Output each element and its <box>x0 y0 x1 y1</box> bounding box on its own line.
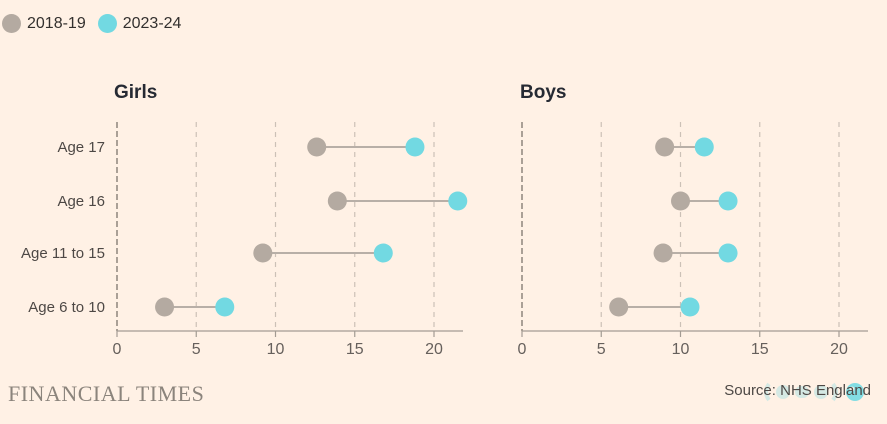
dot-2018-19 <box>653 243 673 263</box>
legend-label-2023-24: 2023-24 <box>122 14 182 32</box>
legend-item-2018-19: 2018-19 <box>2 14 86 33</box>
dot-2018-19 <box>155 297 175 317</box>
x-tick-label: 15 <box>346 341 364 358</box>
category-label: Age 6 to 10 <box>28 299 105 316</box>
legend-dot-2023-24 <box>97 14 117 33</box>
dot-2018-19 <box>307 137 327 157</box>
flourish-watermark <box>764 382 864 402</box>
girls-panel-title: Girls <box>114 82 158 103</box>
dot-2023-24 <box>694 137 714 157</box>
source-caption: Source: NHS England <box>724 382 871 399</box>
x-tick-label: 10 <box>267 341 285 358</box>
dot-2023-24 <box>448 191 468 211</box>
category-label: Age 16 <box>57 193 105 210</box>
financial-times-logo: FINANCIAL TIMES <box>8 381 205 406</box>
dot-2018-19 <box>609 297 629 317</box>
legend-dot-2018-19 <box>2 14 21 33</box>
dot-2023-24 <box>373 243 393 263</box>
legend-item-2023-24: 2023-24 <box>97 14 182 33</box>
dot-2018-19 <box>655 137 675 157</box>
boys-panel-title: Boys <box>520 82 567 103</box>
dot-2023-24 <box>718 191 738 211</box>
x-tick-label: 5 <box>192 341 201 358</box>
x-tick-label: 15 <box>751 341 769 358</box>
legend-label-2018-19: 2018-19 <box>27 14 86 32</box>
dot-2018-19 <box>327 191 347 211</box>
category-label: Age 11 to 15 <box>21 245 105 262</box>
dot-2018-19 <box>671 191 690 211</box>
x-tick-label: 10 <box>672 341 690 358</box>
category-label: Age 17 <box>57 139 105 156</box>
x-tick-label: 20 <box>830 341 848 358</box>
x-tick-label: 0 <box>518 341 527 358</box>
x-tick-label: 0 <box>113 341 122 358</box>
x-tick-label: 20 <box>425 341 443 358</box>
legend: 2018-19 2023-24 <box>2 14 181 33</box>
dot-2023-24 <box>405 137 425 157</box>
dot-2023-24 <box>718 243 738 263</box>
dot-2018-19 <box>253 243 273 263</box>
dot-2023-24 <box>680 297 700 317</box>
dot-2023-24 <box>215 297 235 317</box>
x-tick-label: 5 <box>597 341 606 358</box>
